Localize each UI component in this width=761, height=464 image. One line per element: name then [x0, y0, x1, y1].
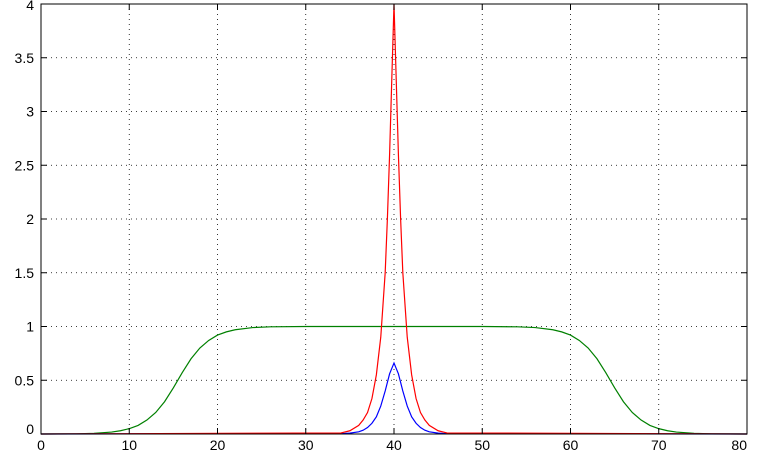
y-tick-label: 3.5: [15, 50, 35, 66]
y-tick-label: 1: [26, 319, 34, 335]
x-tick-label: 20: [210, 437, 226, 453]
y-tick-label: 1.5: [15, 265, 35, 281]
tick-marks: [40, 3, 748, 435]
x-tick-label: 80: [731, 437, 747, 453]
x-tick-label: 60: [563, 437, 579, 453]
x-axis-tick-labels: 0 10 20 30 40 50 60 70 80: [37, 437, 747, 453]
series-line-2: [40, 361, 748, 435]
x-tick-label: 50: [474, 437, 490, 453]
y-tick-label: 0.5: [15, 372, 35, 388]
y-axis-tick-labels: 0 0.5 1 1.5 2 2.5 3 3.5 4: [15, 0, 35, 437]
x-tick-label: 30: [298, 437, 314, 453]
y-tick-label: 2: [26, 211, 34, 227]
x-tick-label: 0: [37, 437, 45, 453]
y-tick-label: 3: [26, 104, 34, 120]
x-tick-label: 70: [651, 437, 667, 453]
y-tick-label: 2.5: [15, 157, 35, 173]
y-tick-label: 4: [26, 0, 34, 13]
y-tick-label: 0: [26, 421, 34, 437]
grid: [41, 4, 747, 434]
series-line-1: [40, 325, 748, 435]
x-tick-label: 10: [121, 437, 137, 453]
x-tick-label: 40: [386, 437, 402, 453]
